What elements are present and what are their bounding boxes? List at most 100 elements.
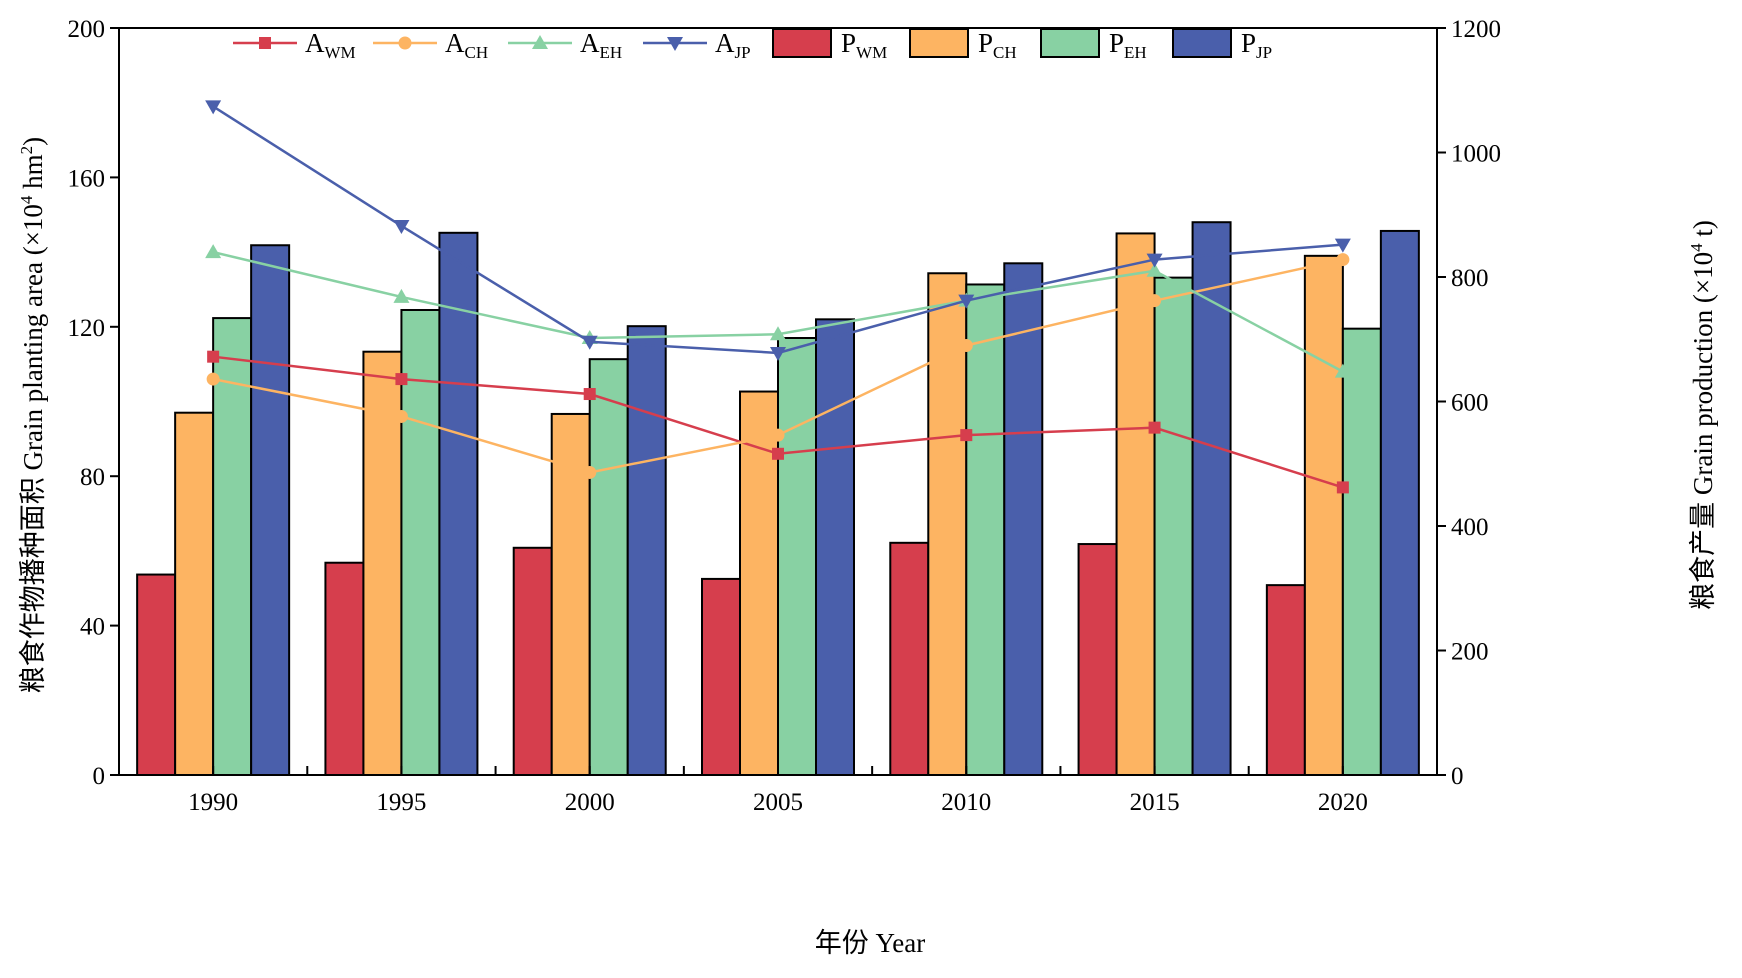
bar-p-jp-2020	[1379, 229, 1420, 776]
y-left-tick-label: 0	[93, 763, 106, 790]
y-axis-right-title: 粮食产量 Grain production (×104 t)	[1687, 220, 1718, 610]
legend-label-p-wm: PWM	[841, 28, 887, 62]
bar-p-eh-1995	[400, 308, 441, 776]
marker-a-jp-1995	[393, 219, 410, 234]
x-tick-label: 2000	[565, 789, 615, 816]
bar-p-wm-2015	[1077, 543, 1118, 776]
marker-a-jp-2005	[770, 346, 786, 361]
y-left-title-sup2: 2	[17, 146, 36, 155]
x-tick-label: 2020	[1318, 789, 1368, 816]
legend-swatch-p-jp	[1172, 28, 1232, 58]
bar-p-eh-2010	[965, 283, 1006, 776]
y-axis-left-title: 粮食作物播种面积 Grain planting area (×104 hm2)	[17, 137, 48, 693]
marker-a-eh-2020	[1334, 363, 1351, 378]
legend-marker-a-eh	[532, 35, 548, 49]
x-axis-title: 年份 Year	[815, 928, 926, 958]
bar-p-jp-2015	[1191, 221, 1232, 777]
bar-p-jp-1990	[250, 244, 291, 776]
marker-a-wm-1995	[395, 373, 408, 386]
bar-p-wm-2000	[512, 546, 553, 776]
x-tick-label: 2005	[753, 789, 803, 816]
legend-marker-a-ch	[398, 36, 412, 50]
legend-swatch-p-ch	[909, 28, 969, 58]
marker-a-jp-2015	[1146, 253, 1163, 268]
marker-a-wm-2015	[1148, 421, 1161, 434]
bar-p-eh-2005	[777, 337, 817, 776]
y-right-tick-label: 400	[1451, 514, 1489, 541]
bar-p-wm-1990	[136, 573, 177, 776]
bar-p-eh-2000	[588, 358, 629, 776]
legend-label-p-eh: PEH	[1109, 28, 1147, 62]
legend-label-p-jp: PJP	[1241, 28, 1272, 62]
marker-a-ch-2015	[1148, 294, 1162, 308]
y-right-title-sup: 4	[1687, 243, 1706, 252]
bar-p-jp-2005	[815, 318, 855, 776]
legend-label-a-eh: AEH	[580, 28, 622, 62]
y-left-tick-label: 80	[80, 464, 105, 491]
marker-a-jp-1990	[205, 100, 222, 115]
legend-swatch-p-wm	[772, 28, 832, 58]
lines-layer	[205, 100, 1351, 494]
marker-a-ch-1995	[394, 409, 408, 423]
bars-layer	[136, 221, 1420, 777]
bar-p-ch-1995	[362, 350, 403, 776]
bar-p-ch-2000	[550, 412, 591, 776]
y-right-tick-label: 0	[1451, 763, 1464, 790]
marker-a-jp-2000	[581, 335, 598, 350]
bar-p-eh-2020	[1341, 327, 1382, 776]
bar-p-ch-1990	[174, 411, 215, 776]
x-tick-label: 1990	[188, 789, 238, 816]
legend-marker-a-wm	[259, 37, 271, 49]
bar-p-wm-2010	[889, 541, 930, 776]
x-tick-label: 2010	[941, 789, 991, 816]
y-right-tick-label: 200	[1451, 639, 1489, 666]
x-tick-label: 1995	[376, 789, 426, 816]
bar-p-wm-2005	[701, 577, 741, 776]
legend-swatch-p-eh	[1040, 28, 1100, 58]
y-left-title-end: )	[18, 137, 48, 146]
marker-a-ch-1990	[206, 372, 220, 386]
marker-a-eh-2015	[1146, 262, 1163, 277]
marker-a-jp-2020	[1334, 238, 1351, 253]
marker-a-wm-2000	[583, 388, 596, 401]
marker-a-eh-2005	[770, 326, 786, 341]
marker-a-ch-2020	[1336, 253, 1350, 267]
x-tick-label: 2015	[1130, 789, 1180, 816]
bar-p-wm-1995	[324, 561, 365, 776]
marker-a-wm-2010	[960, 429, 973, 442]
bar-p-eh-2015	[1153, 276, 1194, 776]
marker-a-jp-2010	[958, 294, 975, 309]
y-right-tick-label: 800	[1451, 265, 1489, 292]
bar-p-jp-2010	[1003, 262, 1044, 776]
y-left-title-mid: hm	[18, 154, 48, 195]
y-right-title-end: t)	[1688, 220, 1718, 243]
legend-label-a-jp: AJP	[715, 28, 751, 62]
bar-p-wm-2020	[1265, 584, 1306, 777]
y-right-tick-label: 600	[1451, 390, 1489, 417]
bar-p-jp-1995	[438, 231, 479, 777]
marker-a-ch-2000	[583, 465, 597, 479]
marker-a-eh-1990	[205, 244, 222, 259]
y-right-title-main: 粮食产量 Grain production (×10	[1688, 252, 1718, 610]
legend: AWM ACH AEH AJP PWM PCH PEH PJP	[233, 28, 1272, 62]
marker-a-wm-2005	[772, 447, 784, 460]
legend-label-a-ch: ACH	[445, 28, 488, 62]
y-left-tick-label: 120	[68, 315, 106, 342]
y-left-title-sup1: 4	[17, 195, 36, 204]
bar-p-ch-2015	[1115, 232, 1156, 777]
marker-a-wm-1990	[207, 350, 220, 363]
marker-a-eh-1995	[393, 288, 410, 303]
y-left-tick-label: 40	[80, 614, 105, 641]
y-right-tick-label: 1200	[1451, 16, 1501, 43]
bar-p-ch-2020	[1303, 254, 1344, 776]
marker-a-ch-2010	[959, 338, 973, 352]
legend-label-p-ch: PCH	[978, 28, 1017, 62]
y-left-tick-label: 160	[68, 165, 106, 192]
y-left-title-main: 粮食作物播种面积 Grain planting area (×10	[18, 204, 48, 693]
marker-a-ch-2005	[771, 428, 785, 442]
legend-marker-a-jp	[667, 37, 683, 51]
marker-a-wm-2020	[1336, 481, 1349, 494]
bar-p-jp-2000	[626, 325, 667, 776]
y-left-tick-label: 200	[68, 16, 106, 43]
